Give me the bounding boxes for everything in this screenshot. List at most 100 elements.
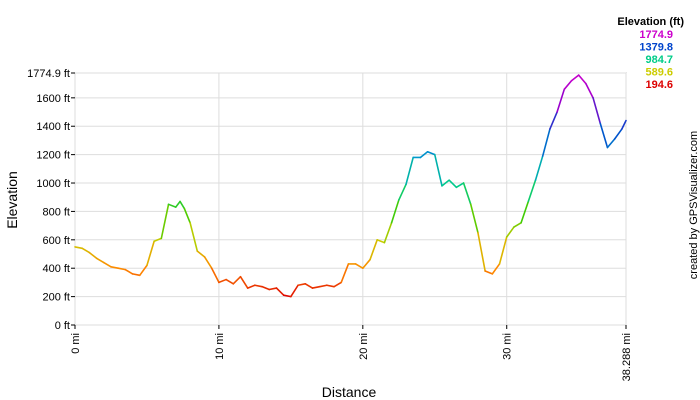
elevation-segment (95, 257, 105, 264)
x-tick-label: 20 mi (358, 333, 370, 360)
elevation-segment (268, 287, 278, 291)
elevation-segment (74, 246, 83, 250)
elevation-segment (290, 284, 299, 298)
elevation-segment (534, 155, 544, 181)
elevation-segment (585, 82, 594, 99)
elevation-segment (419, 150, 429, 159)
elevation-segment (218, 278, 227, 284)
credit-text: created by GPSVisualizer.com (688, 131, 700, 279)
elevation-segment (520, 200, 530, 224)
elevation-segment (369, 239, 379, 261)
elevation-segment (577, 74, 587, 85)
elevation-segment (196, 250, 206, 258)
legend-entry: 1774.9 (639, 29, 673, 41)
y-tick-label: 200 ft (42, 292, 70, 304)
elevation-segment (549, 111, 558, 130)
elevation-segment (304, 283, 314, 289)
plot-area (74, 72, 627, 326)
elevation-segment (153, 237, 163, 243)
elevation-segment (318, 284, 328, 288)
elevation-profile-line (74, 74, 627, 298)
elevation-segment (498, 236, 508, 265)
elevation-segment (556, 88, 566, 113)
elevation-segment (102, 261, 112, 268)
elevation-segment (484, 270, 494, 275)
elevation-segment (131, 273, 141, 277)
legend-entry: 1379.8 (639, 42, 673, 54)
elevation-segment (183, 207, 191, 224)
elevation-segment (397, 183, 407, 201)
legend-entry: 589.6 (645, 67, 673, 79)
axis-ticks: 0 ft 200 ft 400 ft 600 ft 800 ft 1000 ft 1200 … (27, 68, 633, 381)
y-tick-label: 1600 ft (36, 93, 70, 105)
elevation-segment (462, 182, 472, 206)
elevation-segment (167, 203, 177, 208)
elevation-segment (326, 284, 335, 288)
elevation-segment (448, 179, 458, 189)
elevation-segment (426, 150, 436, 156)
elevation-segment (441, 179, 450, 187)
elevation-segment (174, 200, 181, 208)
x-tick-label: 0 mi (70, 333, 82, 354)
elevation-segment (513, 221, 522, 228)
elevation-segment (179, 200, 186, 210)
elevation-segment (405, 156, 414, 186)
legend-title: Elevation (ft) (617, 16, 684, 28)
gridlines (74, 72, 627, 326)
x-axis-label: Distance (322, 384, 377, 400)
elevation-segment (541, 128, 551, 157)
elevation-segment (117, 267, 127, 271)
x-tick-label: 10 mi (214, 333, 226, 360)
elevation-segment (261, 285, 271, 291)
y-tick-label: 400 ft (42, 263, 70, 275)
y-axis-label: Elevation (4, 171, 20, 229)
elevation-segment (527, 179, 537, 203)
elevation-segment (110, 265, 119, 270)
elevation-segment (613, 128, 623, 140)
elevation-segment (225, 278, 235, 285)
elevation-segment (297, 283, 307, 287)
elevation-segment (311, 285, 321, 289)
elevation-segment (491, 263, 501, 275)
y-tick-label: 800 ft (42, 206, 70, 218)
x-tick-label: 38.288 mi (621, 333, 633, 381)
elevation-segment (81, 247, 91, 254)
y-tick-label: 1000 ft (36, 178, 70, 190)
elevation-segment (203, 256, 213, 270)
elevation-segment (275, 287, 285, 296)
elevation-segment (621, 119, 627, 130)
elevation-segment (390, 199, 400, 224)
elevation-segment (254, 284, 263, 288)
elevation-segment (563, 79, 573, 91)
elevation-segment (138, 264, 148, 277)
elevation-segment (232, 275, 242, 285)
y-tick-label: 1200 ft (36, 150, 70, 162)
elevation-segment (606, 138, 616, 149)
elevation-segment (239, 275, 249, 289)
elevation-segment (124, 268, 134, 275)
y-tick-label: 600 ft (42, 235, 70, 247)
y-tick-label: 0 ft (55, 320, 70, 332)
elevation-segment (210, 267, 220, 284)
elevation-segment (88, 251, 98, 260)
elevation-segment (570, 74, 580, 82)
elevation-segment (592, 97, 602, 125)
elevation-segment (362, 258, 371, 270)
elevation-segment (189, 221, 199, 252)
elevation-segment (599, 122, 609, 149)
x-tick-label: 30 mi (502, 333, 514, 360)
elevation-segment (333, 281, 343, 288)
elevation-segment (383, 221, 393, 244)
elevation-segment (340, 263, 350, 284)
elevation-segment (246, 284, 256, 289)
elevation-segment (477, 231, 486, 272)
legend-entry: 194.6 (645, 79, 673, 91)
elevation-segment (455, 182, 465, 189)
legend-entry: 984.7 (645, 54, 673, 66)
elevation-segment (160, 203, 170, 240)
elevation-segment (469, 203, 479, 234)
elevation-segment (282, 294, 292, 298)
elevation-segment (146, 240, 155, 267)
elevation-segment (354, 263, 364, 270)
